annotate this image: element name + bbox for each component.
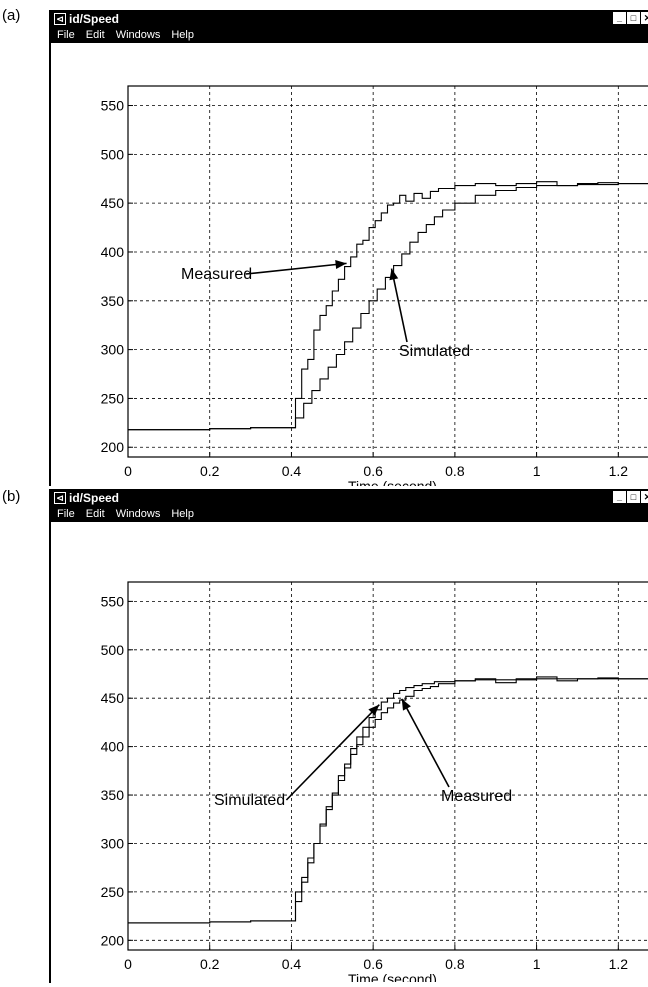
menu-edit[interactable]: Edit — [85, 508, 105, 520]
series-line-measured — [128, 676, 648, 924]
arrowhead — [335, 260, 347, 269]
x-tick-label: 1 — [533, 463, 541, 479]
x-tick-label: 0 — [124, 463, 132, 479]
series-line-simulated — [128, 678, 648, 924]
x-tick-label: 0.4 — [282, 463, 302, 479]
panel-label: (b) — [2, 488, 21, 505]
y-tick-label: 400 — [101, 244, 125, 260]
close-icon[interactable]: ✕ — [641, 12, 648, 24]
plot-area — [127, 581, 648, 951]
plot-window: ⊲ id/Speed _ □ ✕ File Edit Windows Help … — [49, 489, 648, 987]
close-icon[interactable]: ✕ — [641, 491, 648, 503]
window-title: id/Speed — [69, 490, 120, 505]
y-tick-label: 500 — [101, 642, 125, 658]
x-tick-label: 0.2 — [200, 956, 220, 972]
annotation-arrow — [401, 698, 450, 788]
annotation-arrow — [285, 704, 380, 801]
menu-help[interactable]: Help — [171, 508, 194, 520]
menu-file[interactable]: File — [57, 508, 75, 520]
x-tick-label: 0.8 — [445, 956, 465, 972]
y-tick-label: 450 — [101, 195, 125, 211]
y-tick-label: 200 — [101, 439, 125, 455]
x-tick-label: 0.4 — [282, 956, 302, 972]
x-tick-label: 1.2 — [609, 463, 629, 479]
minimize-icon[interactable]: _ — [613, 491, 626, 503]
annotation-arrow — [390, 268, 408, 343]
x-tick-label: 0.6 — [363, 463, 383, 479]
y-tick-label: 500 — [101, 146, 125, 162]
series-line-simulated — [128, 183, 648, 431]
window-title: id/Speed — [69, 11, 120, 26]
plot-area — [127, 85, 648, 458]
y-tick-label: 250 — [101, 390, 125, 406]
menu-file[interactable]: File — [57, 29, 75, 41]
x-tick-label: 0.8 — [445, 463, 465, 479]
y-tick-label: 300 — [101, 835, 125, 851]
speed-chart: 0 0.2 0.4 0.6 0.8 1 1.2 200 250 300 350 400 450 500 55… — [101, 581, 648, 987]
plot-window: ⊲ id/Speed _ □ ✕ File Edit Windows Help … — [49, 10, 648, 494]
annotation-simulated: Simulated — [399, 343, 470, 360]
system-menu-icon[interactable]: ⊲ — [54, 12, 66, 25]
x-axis-label: Time (second) — [348, 478, 437, 486]
speed-chart: 0 0.2 0.4 0.6 0.8 1 1.2 200 250 300 350 400 450 500 55… — [101, 85, 648, 494]
x-tick-label: 0 — [124, 956, 132, 972]
x-tick-label: 0.6 — [363, 956, 383, 972]
arrowhead — [401, 698, 411, 711]
annotation-measured: Measured — [441, 788, 512, 805]
panel-label: (a) — [2, 7, 21, 24]
menu-edit[interactable]: Edit — [85, 29, 105, 41]
menu-help[interactable]: Help — [171, 29, 194, 41]
y-tick-label: 400 — [101, 739, 125, 755]
y-tick-label: 350 — [101, 787, 125, 803]
window-titlebar[interactable]: ⊲ id/Speed _ □ ✕ — [51, 489, 648, 506]
x-tick-label: 1 — [533, 956, 541, 972]
y-tick-label: 550 — [101, 98, 125, 114]
system-menu-icon[interactable]: ⊲ — [54, 491, 66, 504]
y-tick-label: 300 — [101, 342, 125, 358]
annotation-arrow — [245, 262, 347, 275]
y-tick-label: 450 — [101, 690, 125, 706]
y-tick-label: 350 — [101, 293, 125, 309]
y-tick-label: 250 — [101, 884, 125, 900]
y-tick-label: 550 — [101, 593, 125, 609]
maximize-icon[interactable]: □ — [627, 12, 640, 24]
annotation-simulated: Simulated — [214, 792, 285, 809]
annotation-measured: Measured — [181, 266, 252, 283]
x-axis-label: Time (second) — [348, 971, 437, 982]
menu-bar: File Edit Windows Help — [51, 27, 648, 43]
menu-bar: File Edit Windows Help — [51, 506, 648, 522]
maximize-icon[interactable]: □ — [627, 491, 640, 503]
arrowhead — [389, 268, 399, 281]
y-tick-label: 200 — [101, 932, 125, 948]
menu-windows[interactable]: Windows — [115, 508, 161, 520]
x-tick-label: 0.2 — [200, 463, 220, 479]
minimize-icon[interactable]: _ — [613, 12, 626, 24]
menu-windows[interactable]: Windows — [115, 29, 161, 41]
arrowhead — [368, 704, 380, 716]
window-titlebar[interactable]: ⊲ id/Speed _ □ ✕ — [51, 10, 648, 27]
series-line-measured — [128, 181, 648, 431]
x-tick-label: 1.2 — [609, 956, 629, 972]
